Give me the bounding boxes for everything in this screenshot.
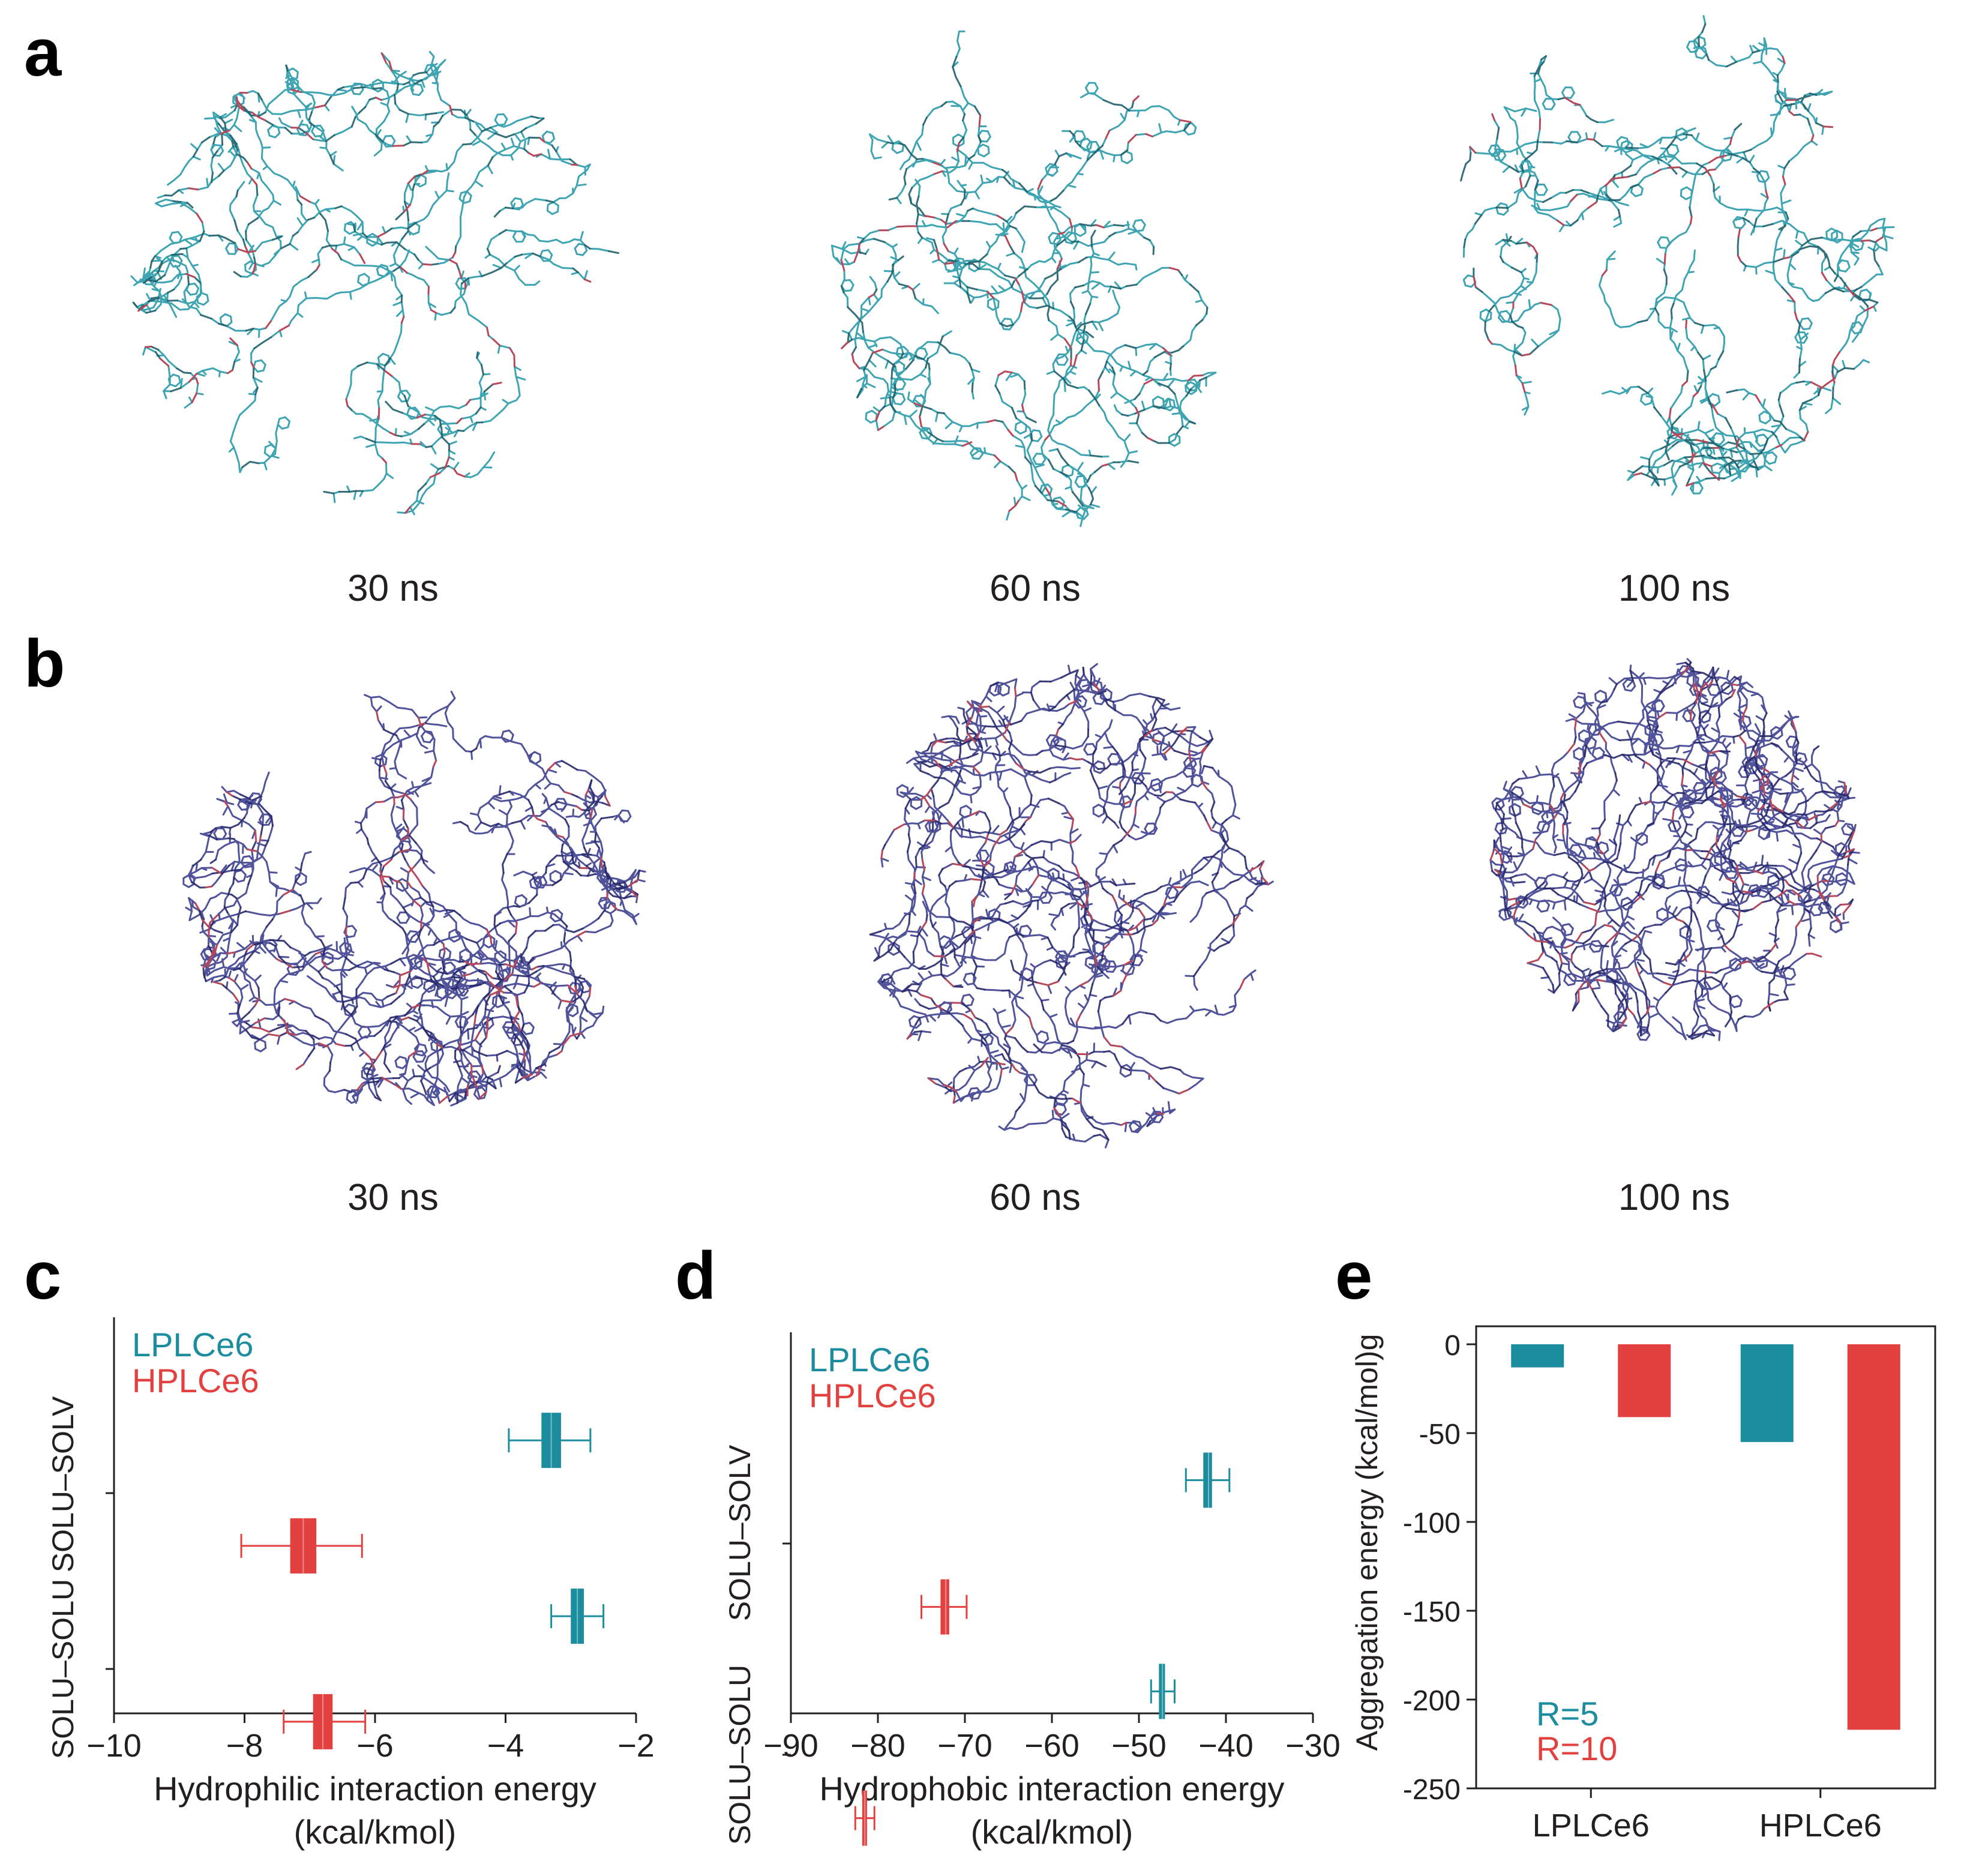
x-tick-label: −90 <box>763 1728 818 1764</box>
box-HPLCe6-SOLU–SOLU <box>283 1694 367 1749</box>
x-tick-label: −2 <box>617 1728 655 1764</box>
snapshot-b-label-100ns: 100 ns <box>1618 1177 1731 1218</box>
box-iqr <box>1159 1664 1165 1719</box>
snapshot-b-label-30ns: 30 ns <box>347 1177 439 1218</box>
legend-R=5: R=5 <box>1536 1695 1599 1733</box>
x-tick-label: −60 <box>1024 1728 1080 1764</box>
x-tick-label: −50 <box>1111 1728 1167 1764</box>
legend-HPLCe6: HPLCe6 <box>809 1377 936 1415</box>
bar-R=10-HPLCe6 <box>1847 1344 1900 1730</box>
box-iqr <box>571 1589 584 1644</box>
y-tick-label: -100 <box>1403 1508 1461 1539</box>
box-HPLCe6-SOLU–SOLV <box>240 1518 363 1574</box>
box-iqr <box>1203 1452 1212 1508</box>
x-axis-label: Hydrophilic interaction energy <box>154 1770 596 1808</box>
box-HPLCe6-SOLU–SOLV <box>920 1579 968 1635</box>
panel-letter-b: b <box>24 626 65 701</box>
box-iqr <box>313 1694 333 1749</box>
y-category-label: SOLU–SOLV <box>723 1445 757 1621</box>
snapshot-b-100ns-image <box>1489 658 1860 1041</box>
chart-c-hydrophilic: −10 −8 −6 −4 −2 Hydrophilic interaction energ… <box>46 1317 655 1851</box>
x-tick-label: −40 <box>1198 1728 1254 1764</box>
panel-letter-a: a <box>24 15 62 90</box>
box-HPLCe6-SOLU–SOLU <box>854 1790 875 1846</box>
x-tick-label: −8 <box>226 1728 263 1764</box>
y-tick-label: -50 <box>1419 1419 1461 1451</box>
bar-R=10-LPLCe6 <box>1618 1344 1671 1418</box>
box-LPLCe6-SOLU–SOLU <box>1150 1664 1176 1719</box>
legend-R=10: R=10 <box>1536 1730 1617 1767</box>
x-tick-label: −10 <box>86 1728 142 1764</box>
y-tick-label: -250 <box>1403 1774 1461 1806</box>
box-iqr <box>862 1790 867 1846</box>
y-category-label: SOLU–SOLU <box>46 1579 80 1759</box>
legend-LPLCe6: LPLCe6 <box>132 1326 253 1363</box>
box-LPLCe6-SOLU–SOLU <box>550 1589 605 1644</box>
snapshot-b-60ns-image <box>869 663 1274 1149</box>
snapshot-a-100ns-image <box>1460 15 1895 496</box>
panel-letter-d: d <box>675 1238 716 1313</box>
box-LPLCe6-SOLU–SOLV <box>508 1413 592 1469</box>
bar-R=5-LPLCe6 <box>1511 1344 1564 1368</box>
snapshot-a-60ns-image <box>830 30 1217 528</box>
y-category-label: SOLU–SOLU <box>723 1665 757 1845</box>
box-iqr <box>541 1413 561 1469</box>
snapshot-a-label-100ns: 100 ns <box>1618 568 1731 609</box>
x-tick-label: −4 <box>487 1728 524 1764</box>
box-iqr <box>940 1579 949 1635</box>
y-category-label: SOLU–SOLV <box>46 1396 80 1572</box>
y-tick-label: -150 <box>1403 1596 1461 1628</box>
legend-LPLCe6: LPLCe6 <box>809 1341 930 1378</box>
y-axis-label: Aggregation energy (kcal/mol)g <box>1350 1334 1384 1751</box>
x-axis-label: Hydrophobic interaction energy <box>819 1770 1284 1808</box>
box-iqr <box>290 1518 317 1574</box>
bar-R=5-HPLCe6 <box>1740 1344 1794 1442</box>
plot-frame <box>1475 1325 1936 1790</box>
x-category-label: HPLCe6 <box>1759 1808 1882 1844</box>
x-category-label: LPLCe6 <box>1533 1808 1650 1844</box>
snapshot-b-label-60ns: 60 ns <box>990 1177 1081 1218</box>
snapshot-a-30ns-image <box>130 50 620 516</box>
x-tick-label: −6 <box>356 1728 394 1764</box>
y-tick-label: -200 <box>1403 1685 1461 1717</box>
panel-letter-c: c <box>24 1238 62 1313</box>
x-axis-label: (kcal/kmol) <box>971 1813 1134 1851</box>
x-tick-label: −70 <box>937 1728 993 1764</box>
snapshot-a-label-30ns: 30 ns <box>347 568 439 609</box>
panel-letter-e: e <box>1335 1238 1373 1313</box>
legend-HPLCe6: HPLCe6 <box>132 1362 259 1399</box>
x-tick-label: −30 <box>1285 1728 1341 1764</box>
chart-e-aggregation: 0 -50 -100 -150 -200 -250 Aggregation energy (… <box>1350 1325 1936 1844</box>
x-tick-label: −80 <box>850 1728 905 1764</box>
y-tick-label: 0 <box>1444 1330 1461 1362</box>
snapshot-b-30ns-image <box>182 690 646 1107</box>
molecular-snapshots <box>130 15 1895 1149</box>
x-axis-label: (kcal/kmol) <box>294 1813 457 1851</box>
snapshot-a-label-60ns: 60 ns <box>990 568 1081 609</box>
box-LPLCe6-SOLU–SOLV <box>1185 1452 1231 1508</box>
